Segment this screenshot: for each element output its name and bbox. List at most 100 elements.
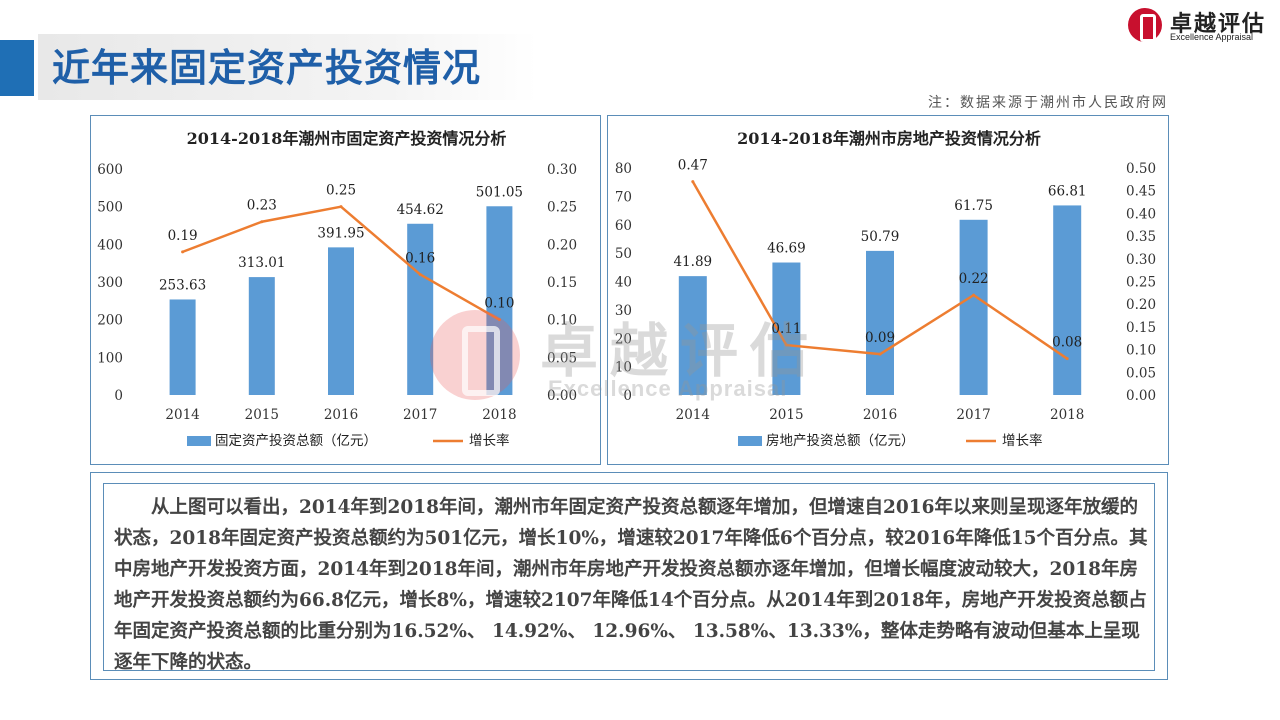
bar-value-label: 253.63 — [159, 277, 206, 293]
left-axis-tick-label: 30 — [615, 303, 632, 319]
bar-value-label: 501.05 — [476, 184, 523, 200]
title-accent-bar — [0, 40, 34, 96]
left-axis-tick-label: 500 — [97, 200, 123, 216]
right-axis-tick-label: 0.25 — [547, 200, 577, 216]
line-value-label: 0.11 — [771, 321, 801, 337]
bar-2014 — [169, 299, 196, 395]
logo-name-en: Excellence Appraisal — [1170, 32, 1254, 42]
left-axis-tick-label: 50 — [615, 246, 632, 262]
growth-rate-point-2017 — [418, 272, 422, 276]
left-axis-tick-label: 300 — [97, 275, 123, 291]
left-axis-tick-label: 60 — [615, 218, 632, 234]
left-axis-tick-label: 80 — [615, 161, 632, 177]
bar-value-label: 61.75 — [954, 198, 993, 214]
right-axis-tick-label: 0.15 — [1126, 320, 1156, 336]
growth-rate-point-2017 — [972, 293, 976, 297]
analysis-inner-frame: 从上图可以看出，2014年到2018年间，潮州市年固定资产投资总额逐年增加，但增… — [103, 483, 1155, 673]
legend-bar-label: 房地产投资总额（亿元） — [766, 433, 915, 449]
right-axis-tick-label: 0.15 — [547, 275, 577, 291]
right-axis-tick-label: 0.25 — [1126, 275, 1156, 291]
bar-2017 — [407, 223, 434, 395]
growth-rate-point-2018 — [1065, 357, 1069, 361]
logo-mark-icon — [1128, 8, 1162, 42]
bar-value-label: 66.81 — [1048, 183, 1087, 199]
left-axis-tick-label: 70 — [615, 189, 632, 205]
chart-real-estate-investment: 2014-2018年潮州市房地产投资情况分析 0 10 20 30 40 50 60 70 80 0… — [607, 115, 1169, 465]
chart-fixed-asset-investment: 2014-2018年潮州市固定资产投资情况分析 0 100 200 300 400 500 6… — [90, 115, 601, 465]
line-value-label: 0.22 — [959, 271, 989, 287]
bar-2018 — [1053, 205, 1082, 395]
legend-bar-label: 固定资产投资总额（亿元） — [215, 433, 377, 449]
analysis-box: 从上图可以看出，2014年到2018年间，潮州市年固定资产投资总额逐年增加，但增… — [90, 472, 1168, 680]
x-axis-tick-label: 2014 — [676, 407, 710, 423]
line-value-label: 0.16 — [405, 250, 435, 266]
right-axis-tick-label: 0.30 — [1126, 252, 1156, 268]
line-value-label: 0.23 — [247, 198, 277, 214]
right-axis-tick-label: 0.50 — [1126, 161, 1156, 177]
bar-value-label: 50.79 — [861, 229, 900, 245]
chart-title: 2014-2018年潮州市固定资产投资情况分析 — [187, 129, 507, 148]
bar-value-label: 454.62 — [397, 202, 444, 218]
bar-2015 — [248, 277, 275, 395]
source-note: 注：数据来源于潮州市人民政府网 — [928, 95, 1168, 111]
left-axis-tick-label: 0 — [623, 388, 632, 404]
bar-value-label: 313.01 — [238, 255, 285, 271]
left-axis-tick-label: 100 — [97, 350, 123, 366]
x-axis-tick-label: 2015 — [769, 407, 803, 423]
title-banner — [38, 34, 538, 100]
analysis-text: 从上图可以看出，2014年到2018年间，潮州市年固定资产投资总额逐年增加，但增… — [114, 497, 1148, 673]
x-axis-tick-label: 2014 — [165, 407, 199, 423]
growth-rate-point-2014 — [691, 180, 695, 184]
bar-value-label: 46.69 — [767, 241, 806, 257]
right-axis-tick-label: 0.05 — [1126, 365, 1156, 381]
left-axis-tick-label: 10 — [615, 360, 632, 376]
x-axis-tick-label: 2018 — [482, 407, 516, 423]
right-axis-tick-label: 0.10 — [547, 313, 577, 329]
x-axis-tick-label: 2018 — [1050, 407, 1084, 423]
logo-name-cn: 卓越评估 — [1170, 12, 1267, 37]
right-axis-tick-label: 0.35 — [1126, 229, 1156, 245]
right-axis-tick-label: 0.30 — [547, 162, 577, 178]
growth-rate-point-2016 — [339, 205, 343, 209]
left-axis-tick-label: 400 — [97, 237, 123, 253]
left-axis-tick-label: 200 — [97, 313, 123, 329]
growth-rate-point-2016 — [878, 352, 882, 356]
bar-2016 — [328, 247, 354, 395]
x-axis-tick-label: 2016 — [863, 407, 897, 423]
bar-2014 — [678, 276, 707, 395]
left-axis-tick-label: 40 — [615, 275, 632, 291]
page-title: 近年来固定资产投资情况 — [52, 46, 482, 90]
left-axis-tick-label: 600 — [97, 162, 123, 178]
x-axis-tick-label: 2017 — [956, 407, 990, 423]
line-value-label: 0.10 — [484, 296, 514, 312]
legend-bar-swatch — [738, 436, 762, 446]
right-axis-tick-label: 0.20 — [547, 237, 577, 253]
line-value-label: 0.09 — [865, 330, 895, 346]
line-value-label: 0.47 — [678, 158, 708, 174]
right-axis-tick-label: 0.45 — [1126, 184, 1156, 200]
bar-2017 — [959, 219, 988, 395]
right-axis-tick-label: 0.10 — [1126, 343, 1156, 359]
left-axis-tick-label: 0 — [114, 388, 123, 404]
right-axis-tick-label: 0.00 — [1126, 388, 1156, 404]
line-value-label: 0.08 — [1052, 335, 1082, 351]
growth-rate-point-2015 — [784, 343, 788, 347]
legend-line-label: 增长率 — [1002, 432, 1043, 449]
company-logo: 卓越评估 Excellence Appraisal — [1122, 4, 1272, 44]
chart-fixed-asset-svg: 2014-2018年潮州市固定资产投资情况分析 0 100 200 300 400 500 6… — [97, 129, 577, 449]
legend-line-label: 增长率 — [469, 432, 510, 449]
growth-rate-point-2015 — [260, 220, 264, 224]
growth-rate-point-2014 — [181, 250, 185, 254]
bar-value-label: 391.95 — [317, 225, 364, 241]
right-axis-tick-label: 0.05 — [547, 350, 577, 366]
growth-rate-point-2018 — [497, 318, 501, 322]
right-axis-tick-label: 0.20 — [1126, 297, 1156, 313]
left-axis-tick-label: 20 — [615, 331, 632, 347]
legend-bar-swatch — [187, 436, 211, 446]
line-value-label: 0.25 — [326, 183, 356, 199]
chart-real-estate-svg: 2014-2018年潮州市房地产投资情况分析 0 10 20 30 40 50 60 70 80 0… — [615, 129, 1156, 449]
x-axis-tick-label: 2017 — [403, 407, 437, 423]
right-axis-tick-label: 0.00 — [547, 388, 577, 404]
right-axis-tick-label: 0.40 — [1126, 206, 1156, 222]
bar-value-label: 41.89 — [673, 254, 712, 270]
